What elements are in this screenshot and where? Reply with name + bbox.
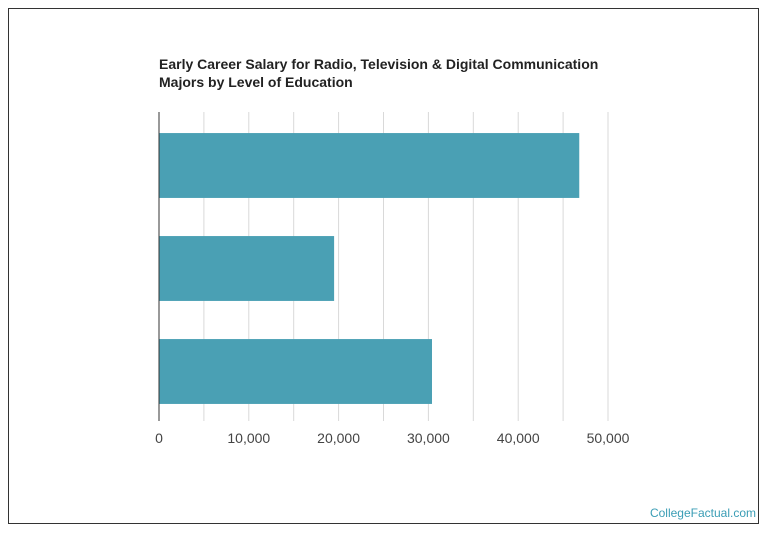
bar-layer: [159, 133, 580, 404]
x-tick-label: 50,000: [587, 430, 630, 446]
x-tick-label: 40,000: [497, 430, 540, 446]
bar-2[interactable]: [159, 236, 335, 301]
chart-title-line-2: Majors by Level of Education: [159, 74, 353, 90]
site-credit[interactable]: CollegeFactual.com: [649, 506, 756, 520]
tick-label-layer: 0 10,000 20,000 30,000 40,000 50,000: [155, 430, 630, 446]
x-tick-label: 10,000: [227, 430, 270, 446]
chart-title: Early Career Salary for Radio, Televisio…: [159, 55, 629, 91]
x-tick-label: 20,000: [317, 430, 360, 446]
bar-1[interactable]: [159, 133, 580, 198]
x-tick-label: 30,000: [407, 430, 450, 446]
x-tick-label: 0: [155, 430, 163, 446]
chart-title-line-1: Early Career Salary for Radio, Televisio…: [159, 56, 599, 72]
bar-3[interactable]: [159, 339, 432, 404]
